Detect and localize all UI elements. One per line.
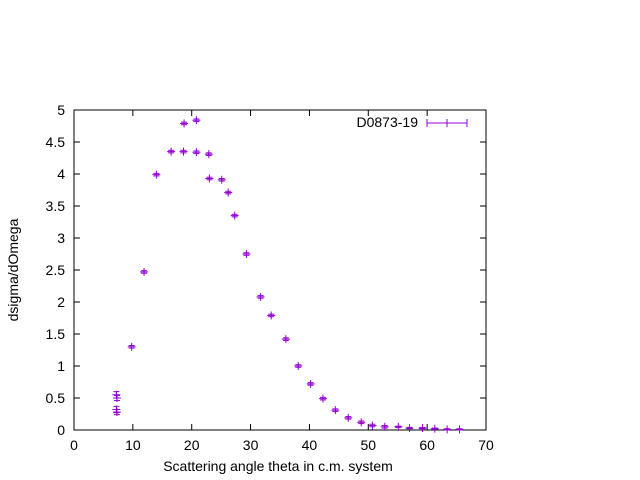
y-tick-label: 2.5 (46, 262, 66, 278)
legend-label: D0873-19 (357, 114, 419, 130)
data-point (267, 311, 276, 320)
axes: 0 10 20 30 40 50 60 70 0 0.5 1 1.5 2 2.5 3 3.5 4 4.5 5 (46, 102, 494, 453)
x-tick-label: 30 (243, 437, 259, 453)
data-point (180, 119, 189, 128)
y-tick-label: 3 (57, 230, 65, 246)
data-point (443, 425, 452, 434)
data-point (318, 394, 327, 403)
data-point (256, 292, 265, 301)
data-point (455, 425, 464, 434)
legend: D0873-19 (357, 114, 468, 130)
y-tick-label: 4 (57, 166, 65, 182)
data-point (357, 418, 366, 427)
data-point (192, 116, 201, 125)
data-points (112, 116, 464, 434)
data-point (140, 267, 149, 276)
y-tick-label: 1 (57, 358, 65, 374)
data-point (430, 424, 439, 433)
y-tick-label: 3.5 (46, 198, 66, 214)
y-tick-label: 2 (57, 294, 65, 310)
data-point (230, 211, 239, 220)
x-axis-label: Scattering angle theta in c.m. system (163, 458, 393, 474)
y-tick-label: 0.5 (46, 390, 66, 406)
data-point (405, 424, 414, 433)
data-point (112, 408, 121, 417)
data-point (418, 424, 427, 433)
data-point (205, 174, 214, 183)
x-tick-label: 50 (360, 437, 376, 453)
plot-frame (73, 109, 487, 431)
data-point (281, 335, 290, 344)
data-point (368, 421, 377, 430)
data-point (344, 413, 353, 422)
data-point (192, 148, 201, 157)
data-point (224, 188, 233, 197)
x-tick-label: 70 (478, 437, 494, 453)
data-point (179, 147, 188, 156)
data-point (167, 147, 176, 156)
x-tick-label: 10 (125, 437, 141, 453)
data-point (306, 379, 315, 388)
x-tick-label: 60 (419, 437, 435, 453)
y-tick-label: 5 (57, 102, 65, 118)
data-point (152, 170, 161, 179)
y-tick-label: 1.5 (46, 326, 66, 342)
data-point (242, 250, 251, 258)
y-tick-label: 4.5 (46, 134, 66, 150)
x-tick-label: 0 (70, 437, 78, 453)
data-point (204, 150, 213, 159)
y-axis-label: dsigma/dOmega (5, 218, 21, 321)
data-point (394, 422, 403, 431)
data-point (112, 394, 121, 402)
data-point (380, 422, 389, 431)
x-tick-label: 40 (302, 437, 318, 453)
data-point (331, 406, 340, 415)
y-tick-label: 0 (57, 422, 65, 438)
data-point (294, 362, 303, 370)
x-tick-label: 20 (184, 437, 200, 453)
data-point (127, 342, 136, 351)
data-point (217, 175, 226, 184)
